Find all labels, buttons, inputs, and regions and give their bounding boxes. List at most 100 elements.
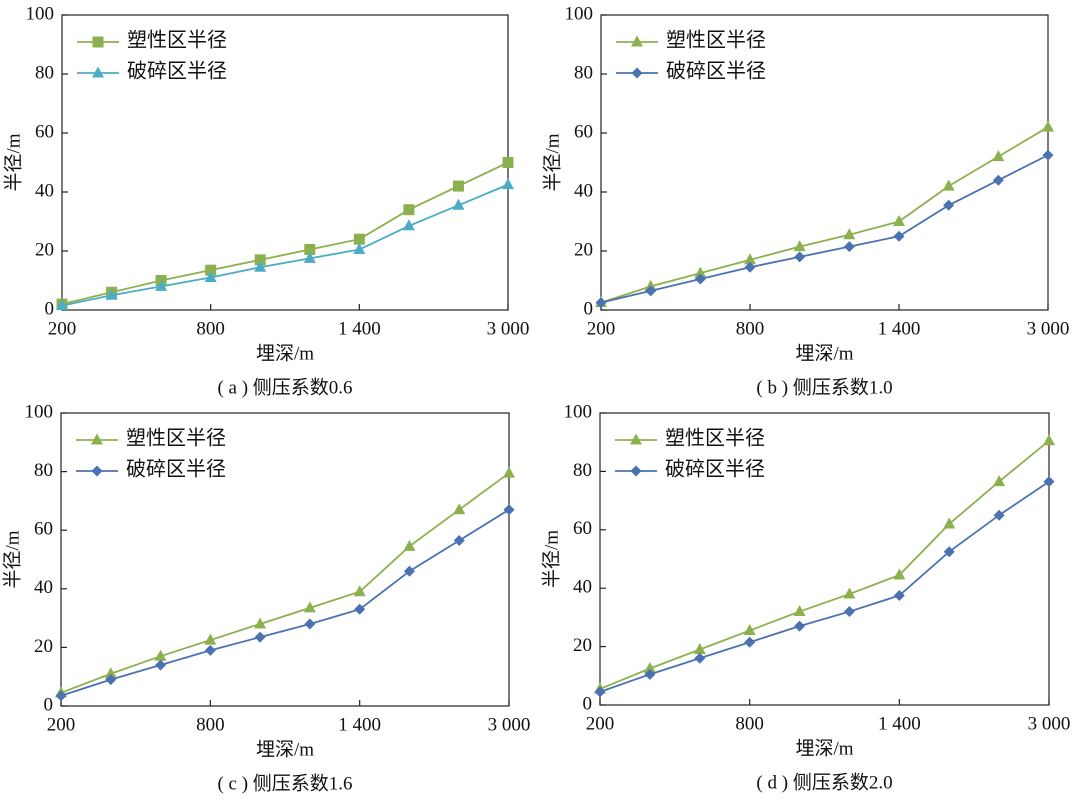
marker [204,633,217,645]
legend-label: 塑性区半径 [127,29,227,52]
marker [104,667,117,679]
y-axis-label: 半径/m [1,530,23,588]
marker [843,241,855,253]
legend-label: 破碎区半径 [126,458,226,481]
marker [1043,476,1055,488]
x-axis-label: 埋深/m [795,737,853,759]
marker [303,601,316,613]
marker [91,433,103,445]
y-tick-label: 40 [34,577,53,598]
x-tick-label: 800 [736,318,765,339]
marker [644,668,656,680]
legend-label: 破碎区半径 [665,458,765,481]
marker [993,509,1005,521]
marker [744,261,756,273]
y-tick-label: 80 [35,62,54,83]
series-line [600,154,1049,304]
y-tick-label: 100 [25,401,54,422]
marker [204,271,217,283]
legend-label: 塑性区半径 [666,29,766,52]
y-tick-label: 100 [565,3,594,24]
x-tick-label: 3 000 [1028,713,1071,734]
x-tick-label: 1 400 [338,318,381,339]
plot-frame [60,412,510,707]
x-tick-label: 1 400 [338,714,381,735]
marker [55,690,67,702]
series-line [60,508,510,697]
series-line [61,183,509,307]
caption: ( c ) 侧压系数1.6 [217,772,352,794]
caption: ( d ) 侧压系数2.0 [756,771,892,793]
marker [893,590,905,601]
y-tick-label: 20 [34,636,53,657]
marker [793,240,806,252]
marker [992,150,1005,162]
marker [793,605,806,617]
y-tick-label: 20 [574,239,593,260]
marker [503,466,515,478]
marker [992,174,1004,186]
series-line [61,161,509,305]
series-line [60,472,510,694]
marker [943,199,955,211]
marker [893,215,905,226]
plot-frame [599,412,1050,706]
marker [645,285,657,297]
marker [403,565,415,577]
marker [453,534,465,546]
marker [843,228,856,240]
marker [353,585,366,597]
marker [105,674,117,686]
caption: ( b ) 侧压系数1.0 [756,376,892,398]
x-axis-label: 埋深/m [256,342,314,364]
marker [155,659,167,671]
x-axis-label: 埋深/m [256,738,314,760]
y-tick-label: 0 [584,298,594,319]
marker [630,465,642,477]
marker [403,204,415,216]
series-line [599,440,1050,690]
marker [794,251,806,263]
series-line [599,480,1050,693]
marker [204,644,216,656]
marker [1043,434,1055,446]
marker [794,620,806,632]
y-tick-label: 80 [34,460,53,481]
marker [353,243,366,255]
marker [631,35,643,47]
marker [56,299,68,311]
marker [304,618,316,630]
x-tick-label: 3 000 [488,714,531,735]
y-tick-label: 100 [26,3,55,24]
legend-label: 破碎区半径 [127,60,227,83]
marker [943,517,956,529]
marker [743,624,756,636]
marker [631,67,643,79]
marker [502,157,514,168]
x-tick-label: 200 [48,318,77,339]
marker [694,273,706,285]
x-tick-label: 800 [196,318,225,339]
marker [693,643,706,655]
marker [105,288,118,300]
marker [92,36,104,48]
marker [254,617,267,629]
x-tick-label: 800 [196,714,225,735]
marker [154,649,167,661]
marker [643,662,656,673]
x-tick-label: 1 400 [878,713,921,734]
y-axis-label: 半径/m [540,530,562,588]
marker [1042,120,1054,132]
x-tick-label: 1 400 [878,318,921,339]
y-tick-label: 80 [574,62,593,83]
panel: 0 20 40 60 80 100 200 800 1 400 3 000 埋深/m 半径/m ( a … [2,3,529,398]
series-line [600,126,1049,304]
legend-label: 塑性区半径 [665,427,765,450]
x-tick-label: 3 000 [487,318,530,339]
marker [155,279,168,291]
y-tick-label: 0 [45,298,55,319]
marker [694,652,706,664]
y-tick-label: 60 [35,121,54,142]
marker [1042,149,1054,161]
